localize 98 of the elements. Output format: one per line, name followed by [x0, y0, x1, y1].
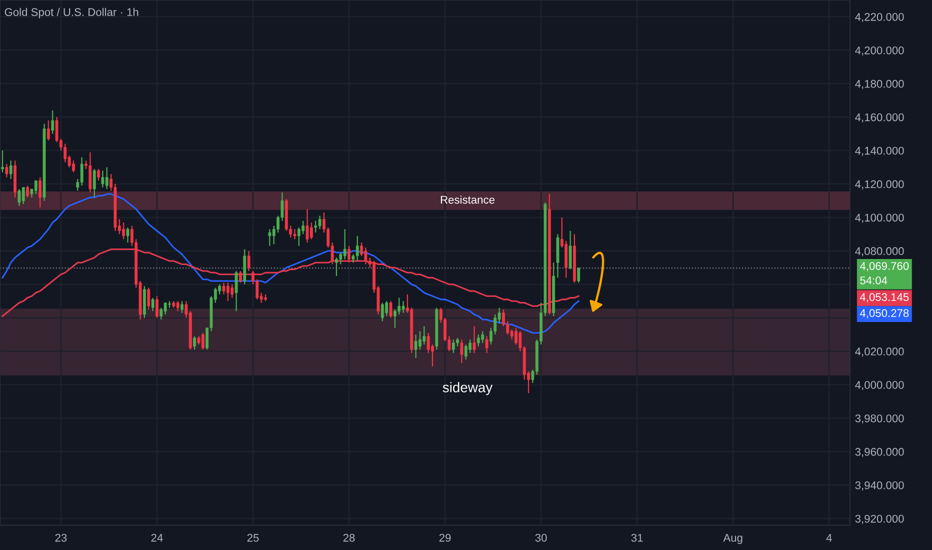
line-series: [2, 193, 580, 334]
candlestick: [234, 270, 238, 312]
text: 4,050.278: [860, 309, 909, 318]
candlestick: [151, 297, 154, 312]
candlestick: [222, 282, 226, 295]
candlestick: [356, 235, 359, 262]
annotation: Resistance: [440, 196, 494, 204]
candlestick: [51, 110, 54, 134]
y-tick-label: 4,180.000: [855, 80, 904, 90]
candlestick: [156, 296, 158, 318]
y-tick-label: 4,220.000: [855, 12, 904, 22]
candlestick: [481, 330, 484, 344]
candlestick: [564, 240, 568, 278]
candlestick: [164, 302, 167, 316]
candlestick: [247, 250, 250, 272]
candlestick: [180, 300, 184, 314]
y-tick-label: 4,160.000: [855, 113, 904, 123]
annotation: sideway: [442, 382, 493, 396]
text: 54:04: [860, 276, 888, 284]
candlestick: [122, 222, 126, 240]
y-tick-label: 4,000.000: [855, 381, 904, 390]
candlestick: [343, 228, 346, 260]
candlestick: [46, 120, 50, 142]
candlestick: [335, 257, 338, 277]
candlestick: [88, 152, 92, 193]
candlestick: [464, 344, 468, 360]
x-tick-label: 23: [55, 534, 67, 542]
candlestick: [293, 228, 296, 240]
candlestick: [201, 332, 204, 350]
candlestick: [364, 247, 368, 265]
candlestick: [226, 282, 230, 302]
candlestick: [239, 270, 242, 284]
candlestick: [452, 339, 455, 354]
candlestick: [460, 339, 464, 364]
candlestick: [64, 143, 67, 163]
candlestick: [1, 150, 4, 173]
y-tick-label: 4,140.000: [855, 146, 904, 156]
y-tick-label: 3,940.000: [855, 481, 904, 491]
candlestick: [348, 245, 350, 264]
candlestick: [468, 339, 472, 354]
candlestick: [268, 228, 272, 246]
y-tick-label: 3,960.000: [855, 448, 904, 458]
candlestick: [5, 163, 8, 178]
candlestick: [97, 168, 100, 182]
candlestick: [18, 188, 21, 206]
candlestick: [393, 308, 396, 328]
candlestick: [34, 180, 38, 195]
candlestick: [147, 287, 150, 310]
candlestick: [38, 176, 42, 208]
candlestick: [472, 326, 476, 354]
candlestick: [126, 226, 130, 244]
x-tick-label: 29: [439, 534, 451, 542]
text: 4,053.145: [860, 293, 909, 302]
candlestick: [389, 300, 392, 318]
text: Gold Spot / U.S. Dollar · 1h: [4, 8, 138, 18]
candlestick: [9, 160, 12, 180]
y-tick-label: 4,080.000: [855, 247, 904, 256]
x-tick-label: 25: [247, 534, 259, 542]
candlestick: [577, 267, 580, 284]
candlestick: [26, 185, 30, 198]
candlestick: [176, 300, 180, 312]
candlestick: [318, 215, 322, 230]
x-tick-label: 24: [151, 534, 163, 542]
candlestick: [105, 166, 108, 190]
y-tick-label: 4,200.000: [855, 46, 904, 56]
candlestick: [310, 222, 313, 240]
candlestick: [380, 302, 384, 322]
candlestick: [385, 300, 388, 317]
y-tick-label: 4,100.000: [855, 214, 904, 223]
x-tick-label: 31: [631, 534, 643, 542]
y-tick-label: 3,980.000: [855, 414, 904, 424]
x-tick-label: 4: [826, 534, 832, 542]
candlestick: [568, 230, 572, 270]
candlestick: [485, 336, 488, 354]
candlestick: [193, 336, 196, 350]
candlestick: [426, 332, 430, 354]
y-tick-label: 4,020.000: [855, 348, 904, 357]
candlestick: [230, 284, 234, 298]
candlestick: [92, 168, 96, 198]
x-tick-label: 28: [343, 534, 355, 542]
candlestick: [22, 186, 25, 205]
candlestick: [80, 156, 84, 186]
candlestick: [306, 208, 309, 244]
candlestick: [297, 226, 300, 246]
candlestick: [476, 334, 480, 347]
candlestick: [339, 252, 342, 265]
candlestick: [414, 334, 418, 359]
x-tick-label: 30: [535, 534, 547, 542]
candlestick: [422, 326, 426, 346]
candlestick: [314, 220, 318, 234]
y-tick-label: 4,120.000: [855, 180, 904, 190]
ref-line-label: 4,069.760: [860, 262, 909, 272]
candlestick: [402, 300, 405, 314]
x-tick-label: Aug: [723, 534, 742, 544]
candlestick: [398, 297, 401, 316]
candlestick: [302, 220, 305, 235]
y-tick-label: 3,920.000: [855, 514, 904, 524]
candlestick: [101, 170, 104, 188]
